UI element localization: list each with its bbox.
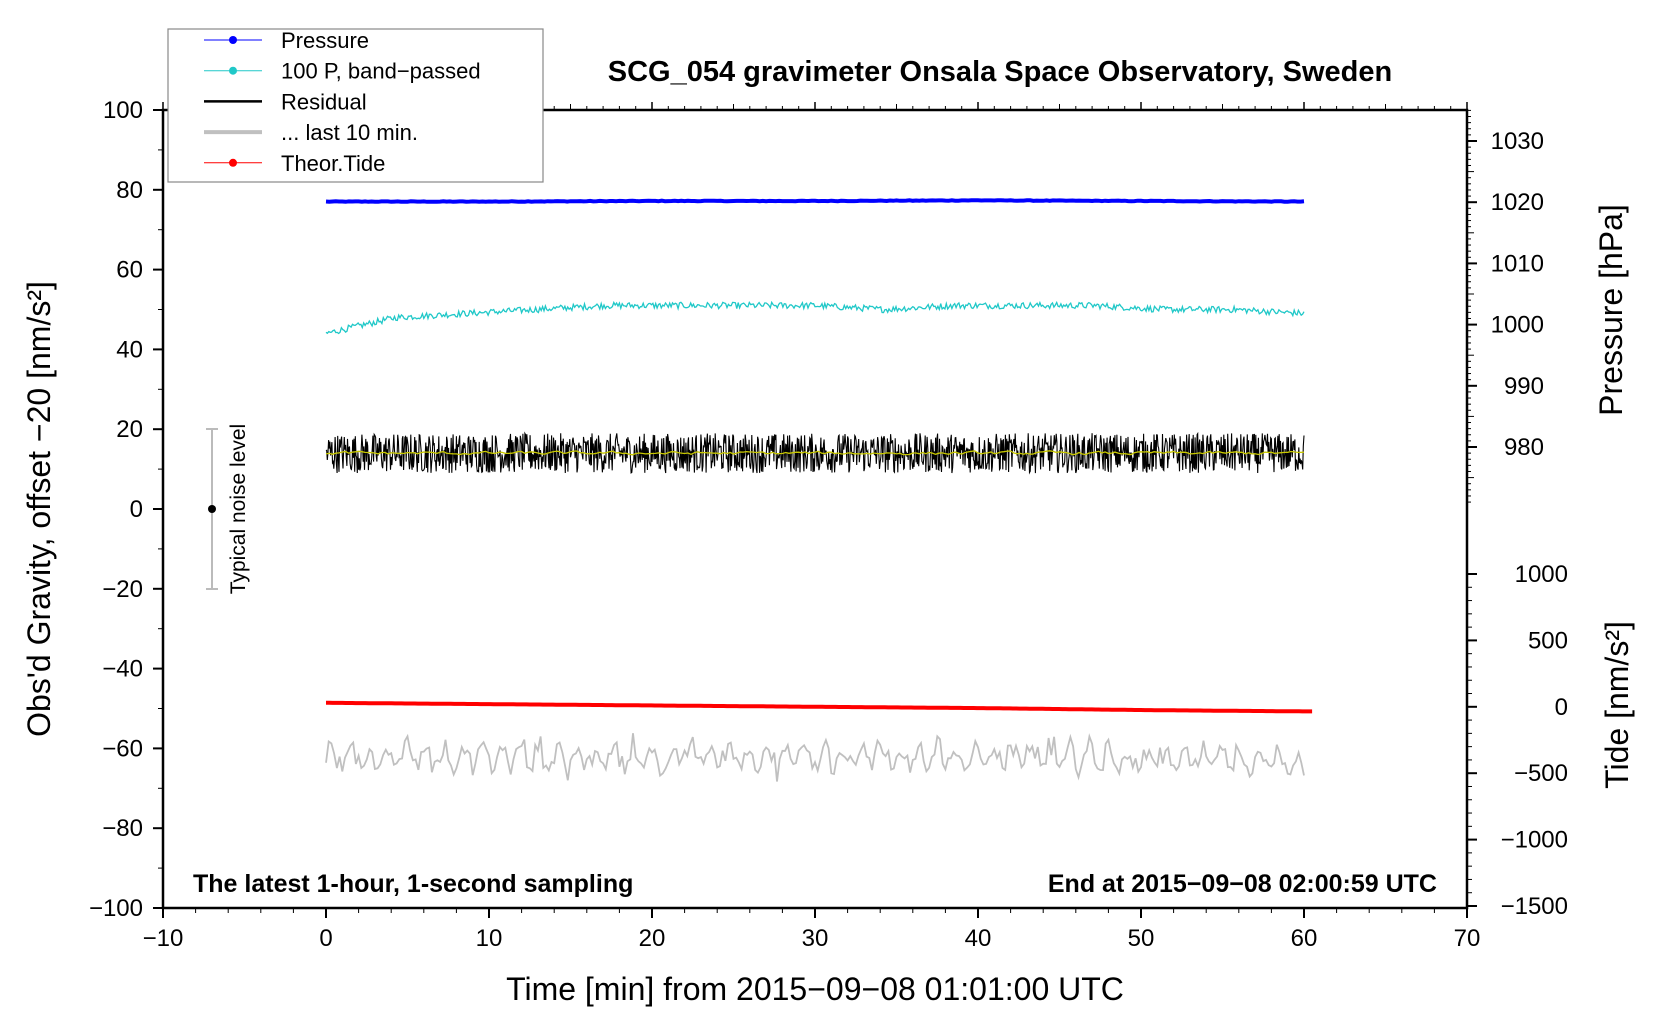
x-tick-label: −10 xyxy=(143,925,184,952)
series-pressure xyxy=(325,198,1305,204)
noise-bar-dot xyxy=(208,505,216,513)
legend: Pressure 100 P, band−passed Residual ... la… xyxy=(167,28,544,183)
tide-tick-label: −1500 xyxy=(1501,893,1568,920)
x-tick-label: 50 xyxy=(1128,925,1155,952)
x-tick-label: 30 xyxy=(802,925,829,952)
y-tick-label: −60 xyxy=(102,735,143,762)
tide-tick-label: −1000 xyxy=(1501,827,1568,854)
x-tick-label: 60 xyxy=(1291,925,1318,952)
y-tick-label: 20 xyxy=(116,416,143,443)
legend-label: ... last 10 min. xyxy=(281,120,418,145)
pressure-tick-label: 1010 xyxy=(1491,250,1544,277)
noise-label: Typical noise level xyxy=(227,424,250,594)
tide-tick-label: 0 xyxy=(1555,694,1568,721)
tide-axis-label: Tide [nm/s²] xyxy=(1599,621,1635,789)
series-layer xyxy=(325,198,1313,782)
x-axis-label: Time [min] from 2015−09−08 01:01:00 UTC xyxy=(506,971,1124,1007)
pressure-tick-label: 1000 xyxy=(1491,312,1544,339)
ticks-layer: −10 0 10 20 30 40 50 60 70100806040200−20−40−60−… xyxy=(89,97,1568,952)
y-axis-label-left: Obs'd Gravity, offset −20 [nm/s²] xyxy=(21,281,57,737)
x-tick-label: 0 xyxy=(319,925,332,952)
x-tick-label: 70 xyxy=(1454,925,1481,952)
pressure-tick-label: 1030 xyxy=(1491,128,1544,155)
y-tick-label: 0 xyxy=(130,496,143,523)
tide-tick-label: 500 xyxy=(1528,627,1568,654)
annotation-end-time: End at 2015−09−08 02:00:59 UTC xyxy=(1048,870,1437,898)
legend-marker xyxy=(229,36,237,44)
y-tick-label: 60 xyxy=(116,257,143,284)
y-tick-label: −100 xyxy=(89,895,143,922)
legend-label: Theor.Tide xyxy=(281,151,385,176)
y-tick-label: 100 xyxy=(103,97,143,124)
series-100-p-band-passed xyxy=(325,300,1305,335)
legend-label: 100 P, band−passed xyxy=(281,59,481,84)
legend-marker xyxy=(229,158,237,167)
tide-tick-label: −500 xyxy=(1514,760,1568,787)
y-tick-label: −80 xyxy=(102,815,143,842)
series-last-10-min xyxy=(325,733,1305,782)
y-tick-label: −20 xyxy=(102,576,143,603)
plot-frame xyxy=(161,108,1469,910)
legend-marker xyxy=(229,66,237,75)
series-theor-tide xyxy=(326,700,1313,714)
legend-label: Residual xyxy=(281,89,367,114)
pressure-tick-label: 980 xyxy=(1504,434,1544,461)
tide-tick-label: 1000 xyxy=(1515,561,1568,588)
x-tick-label: 40 xyxy=(965,925,992,952)
x-tick-label: 10 xyxy=(476,925,503,952)
legend-box xyxy=(167,28,544,183)
annotation-sampling: The latest 1-hour, 1-second sampling xyxy=(193,870,633,898)
legend-label: Pressure xyxy=(281,28,369,53)
x-tick-label: 20 xyxy=(639,925,666,952)
y-tick-label: 80 xyxy=(116,177,143,204)
pressure-axis-label: Pressure [hPa] xyxy=(1593,204,1629,416)
pressure-tick-label: 990 xyxy=(1504,373,1544,400)
y-tick-label: −40 xyxy=(102,656,143,683)
pressure-tick-label: 1020 xyxy=(1491,189,1544,216)
chart-title: SCG_054 gravimeter Onsala Space Observat… xyxy=(608,56,1392,88)
series-residual-smoothed xyxy=(325,450,1305,456)
noise-bar: Typical noise level xyxy=(206,424,250,594)
series-residual xyxy=(325,431,1305,475)
y-tick-label: 40 xyxy=(116,336,143,363)
